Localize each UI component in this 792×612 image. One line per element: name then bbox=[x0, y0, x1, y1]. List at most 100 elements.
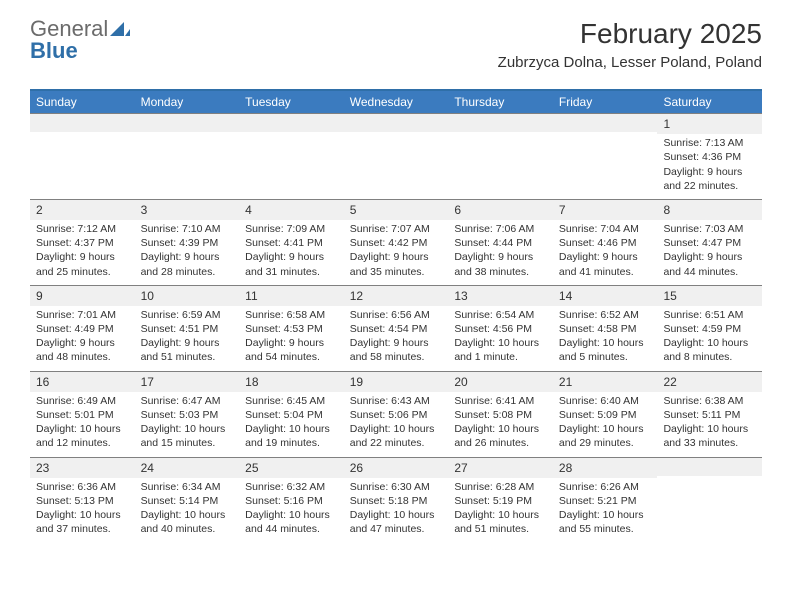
daylight-text: Daylight: 9 hours and 38 minutes. bbox=[454, 250, 547, 278]
week-row: 1Sunrise: 7:13 AMSunset: 4:36 PMDaylight… bbox=[30, 113, 762, 199]
day-cell: 15Sunrise: 6:51 AMSunset: 4:59 PMDayligh… bbox=[657, 286, 762, 371]
day-header-row: Sunday Monday Tuesday Wednesday Thursday… bbox=[30, 91, 762, 113]
day-body: Sunrise: 6:43 AMSunset: 5:06 PMDaylight:… bbox=[344, 392, 449, 457]
day-cell: 1Sunrise: 7:13 AMSunset: 4:36 PMDaylight… bbox=[657, 114, 762, 199]
day-body: Sunrise: 6:56 AMSunset: 4:54 PMDaylight:… bbox=[344, 306, 449, 371]
day-cell: 3Sunrise: 7:10 AMSunset: 4:39 PMDaylight… bbox=[135, 200, 240, 285]
sunrise-text: Sunrise: 6:40 AM bbox=[559, 394, 652, 408]
day-cell: 14Sunrise: 6:52 AMSunset: 4:58 PMDayligh… bbox=[553, 286, 658, 371]
day-number: 23 bbox=[30, 458, 135, 478]
daylight-text: Daylight: 10 hours and 51 minutes. bbox=[454, 508, 547, 536]
day-cell: 8Sunrise: 7:03 AMSunset: 4:47 PMDaylight… bbox=[657, 200, 762, 285]
sunrise-text: Sunrise: 6:41 AM bbox=[454, 394, 547, 408]
sunrise-text: Sunrise: 6:32 AM bbox=[245, 480, 338, 494]
week-row: 2Sunrise: 7:12 AMSunset: 4:37 PMDaylight… bbox=[30, 199, 762, 285]
sunset-text: Sunset: 5:11 PM bbox=[663, 408, 756, 422]
sunset-text: Sunset: 5:18 PM bbox=[350, 494, 443, 508]
sunrise-text: Sunrise: 7:06 AM bbox=[454, 222, 547, 236]
day-body: Sunrise: 6:30 AMSunset: 5:18 PMDaylight:… bbox=[344, 478, 449, 543]
day-cell: 21Sunrise: 6:40 AMSunset: 5:09 PMDayligh… bbox=[553, 372, 658, 457]
sunrise-text: Sunrise: 6:52 AM bbox=[559, 308, 652, 322]
day-number: 14 bbox=[553, 286, 658, 306]
day-cell: 5Sunrise: 7:07 AMSunset: 4:42 PMDaylight… bbox=[344, 200, 449, 285]
day-cell: 17Sunrise: 6:47 AMSunset: 5:03 PMDayligh… bbox=[135, 372, 240, 457]
sunrise-text: Sunrise: 6:54 AM bbox=[454, 308, 547, 322]
day-header-sun: Sunday bbox=[30, 91, 135, 113]
sunrise-text: Sunrise: 6:58 AM bbox=[245, 308, 338, 322]
day-body: Sunrise: 6:36 AMSunset: 5:13 PMDaylight:… bbox=[30, 478, 135, 543]
day-number: 5 bbox=[344, 200, 449, 220]
day-cell bbox=[135, 114, 240, 199]
day-number: 6 bbox=[448, 200, 553, 220]
week-row: 16Sunrise: 6:49 AMSunset: 5:01 PMDayligh… bbox=[30, 371, 762, 457]
sunrise-text: Sunrise: 7:03 AM bbox=[663, 222, 756, 236]
day-number bbox=[657, 458, 762, 476]
sunrise-text: Sunrise: 6:38 AM bbox=[663, 394, 756, 408]
day-number: 26 bbox=[344, 458, 449, 478]
sunset-text: Sunset: 4:39 PM bbox=[141, 236, 234, 250]
sunset-text: Sunset: 5:13 PM bbox=[36, 494, 129, 508]
daylight-text: Daylight: 9 hours and 44 minutes. bbox=[663, 250, 756, 278]
day-number bbox=[448, 114, 553, 132]
daylight-text: Daylight: 10 hours and 8 minutes. bbox=[663, 336, 756, 364]
day-number bbox=[553, 114, 658, 132]
day-cell bbox=[448, 114, 553, 199]
day-cell: 16Sunrise: 6:49 AMSunset: 5:01 PMDayligh… bbox=[30, 372, 135, 457]
day-body: Sunrise: 6:51 AMSunset: 4:59 PMDaylight:… bbox=[657, 306, 762, 371]
day-number: 10 bbox=[135, 286, 240, 306]
sunrise-text: Sunrise: 7:13 AM bbox=[663, 136, 756, 150]
day-body: Sunrise: 6:59 AMSunset: 4:51 PMDaylight:… bbox=[135, 306, 240, 371]
sunset-text: Sunset: 4:44 PM bbox=[454, 236, 547, 250]
sunset-text: Sunset: 5:03 PM bbox=[141, 408, 234, 422]
day-number: 9 bbox=[30, 286, 135, 306]
sunset-text: Sunset: 5:04 PM bbox=[245, 408, 338, 422]
day-number: 28 bbox=[553, 458, 658, 478]
sunset-text: Sunset: 4:54 PM bbox=[350, 322, 443, 336]
day-body: Sunrise: 6:58 AMSunset: 4:53 PMDaylight:… bbox=[239, 306, 344, 371]
daylight-text: Daylight: 9 hours and 41 minutes. bbox=[559, 250, 652, 278]
day-cell: 28Sunrise: 6:26 AMSunset: 5:21 PMDayligh… bbox=[553, 458, 658, 543]
day-number: 8 bbox=[657, 200, 762, 220]
daylight-text: Daylight: 10 hours and 12 minutes. bbox=[36, 422, 129, 450]
day-number: 22 bbox=[657, 372, 762, 392]
sunrise-text: Sunrise: 6:26 AM bbox=[559, 480, 652, 494]
day-body: Sunrise: 7:01 AMSunset: 4:49 PMDaylight:… bbox=[30, 306, 135, 371]
sunrise-text: Sunrise: 7:01 AM bbox=[36, 308, 129, 322]
day-body: Sunrise: 7:10 AMSunset: 4:39 PMDaylight:… bbox=[135, 220, 240, 285]
sunrise-text: Sunrise: 6:28 AM bbox=[454, 480, 547, 494]
day-number: 13 bbox=[448, 286, 553, 306]
day-header-fri: Friday bbox=[553, 91, 658, 113]
calendar: Sunday Monday Tuesday Wednesday Thursday… bbox=[30, 89, 762, 542]
day-body: Sunrise: 7:09 AMSunset: 4:41 PMDaylight:… bbox=[239, 220, 344, 285]
daylight-text: Daylight: 9 hours and 48 minutes. bbox=[36, 336, 129, 364]
day-number: 15 bbox=[657, 286, 762, 306]
day-cell: 12Sunrise: 6:56 AMSunset: 4:54 PMDayligh… bbox=[344, 286, 449, 371]
day-cell: 13Sunrise: 6:54 AMSunset: 4:56 PMDayligh… bbox=[448, 286, 553, 371]
day-cell bbox=[344, 114, 449, 199]
sunrise-text: Sunrise: 6:45 AM bbox=[245, 394, 338, 408]
weeks-container: 1Sunrise: 7:13 AMSunset: 4:36 PMDaylight… bbox=[30, 113, 762, 542]
daylight-text: Daylight: 9 hours and 25 minutes. bbox=[36, 250, 129, 278]
day-body: Sunrise: 6:40 AMSunset: 5:09 PMDaylight:… bbox=[553, 392, 658, 457]
sunrise-text: Sunrise: 6:51 AM bbox=[663, 308, 756, 322]
day-number bbox=[30, 114, 135, 132]
day-number: 1 bbox=[657, 114, 762, 134]
month-title: February 2025 bbox=[498, 18, 762, 50]
sunrise-text: Sunrise: 6:36 AM bbox=[36, 480, 129, 494]
day-cell: 10Sunrise: 6:59 AMSunset: 4:51 PMDayligh… bbox=[135, 286, 240, 371]
sunset-text: Sunset: 4:53 PM bbox=[245, 322, 338, 336]
day-number: 21 bbox=[553, 372, 658, 392]
day-body: Sunrise: 6:41 AMSunset: 5:08 PMDaylight:… bbox=[448, 392, 553, 457]
daylight-text: Daylight: 9 hours and 35 minutes. bbox=[350, 250, 443, 278]
sunrise-text: Sunrise: 6:49 AM bbox=[36, 394, 129, 408]
day-header-mon: Monday bbox=[135, 91, 240, 113]
daylight-text: Daylight: 10 hours and 44 minutes. bbox=[245, 508, 338, 536]
day-cell: 2Sunrise: 7:12 AMSunset: 4:37 PMDaylight… bbox=[30, 200, 135, 285]
daylight-text: Daylight: 10 hours and 15 minutes. bbox=[141, 422, 234, 450]
week-row: 23Sunrise: 6:36 AMSunset: 5:13 PMDayligh… bbox=[30, 457, 762, 543]
day-number: 17 bbox=[135, 372, 240, 392]
day-cell: 26Sunrise: 6:30 AMSunset: 5:18 PMDayligh… bbox=[344, 458, 449, 543]
day-cell: 11Sunrise: 6:58 AMSunset: 4:53 PMDayligh… bbox=[239, 286, 344, 371]
day-number: 20 bbox=[448, 372, 553, 392]
day-cell: 20Sunrise: 6:41 AMSunset: 5:08 PMDayligh… bbox=[448, 372, 553, 457]
